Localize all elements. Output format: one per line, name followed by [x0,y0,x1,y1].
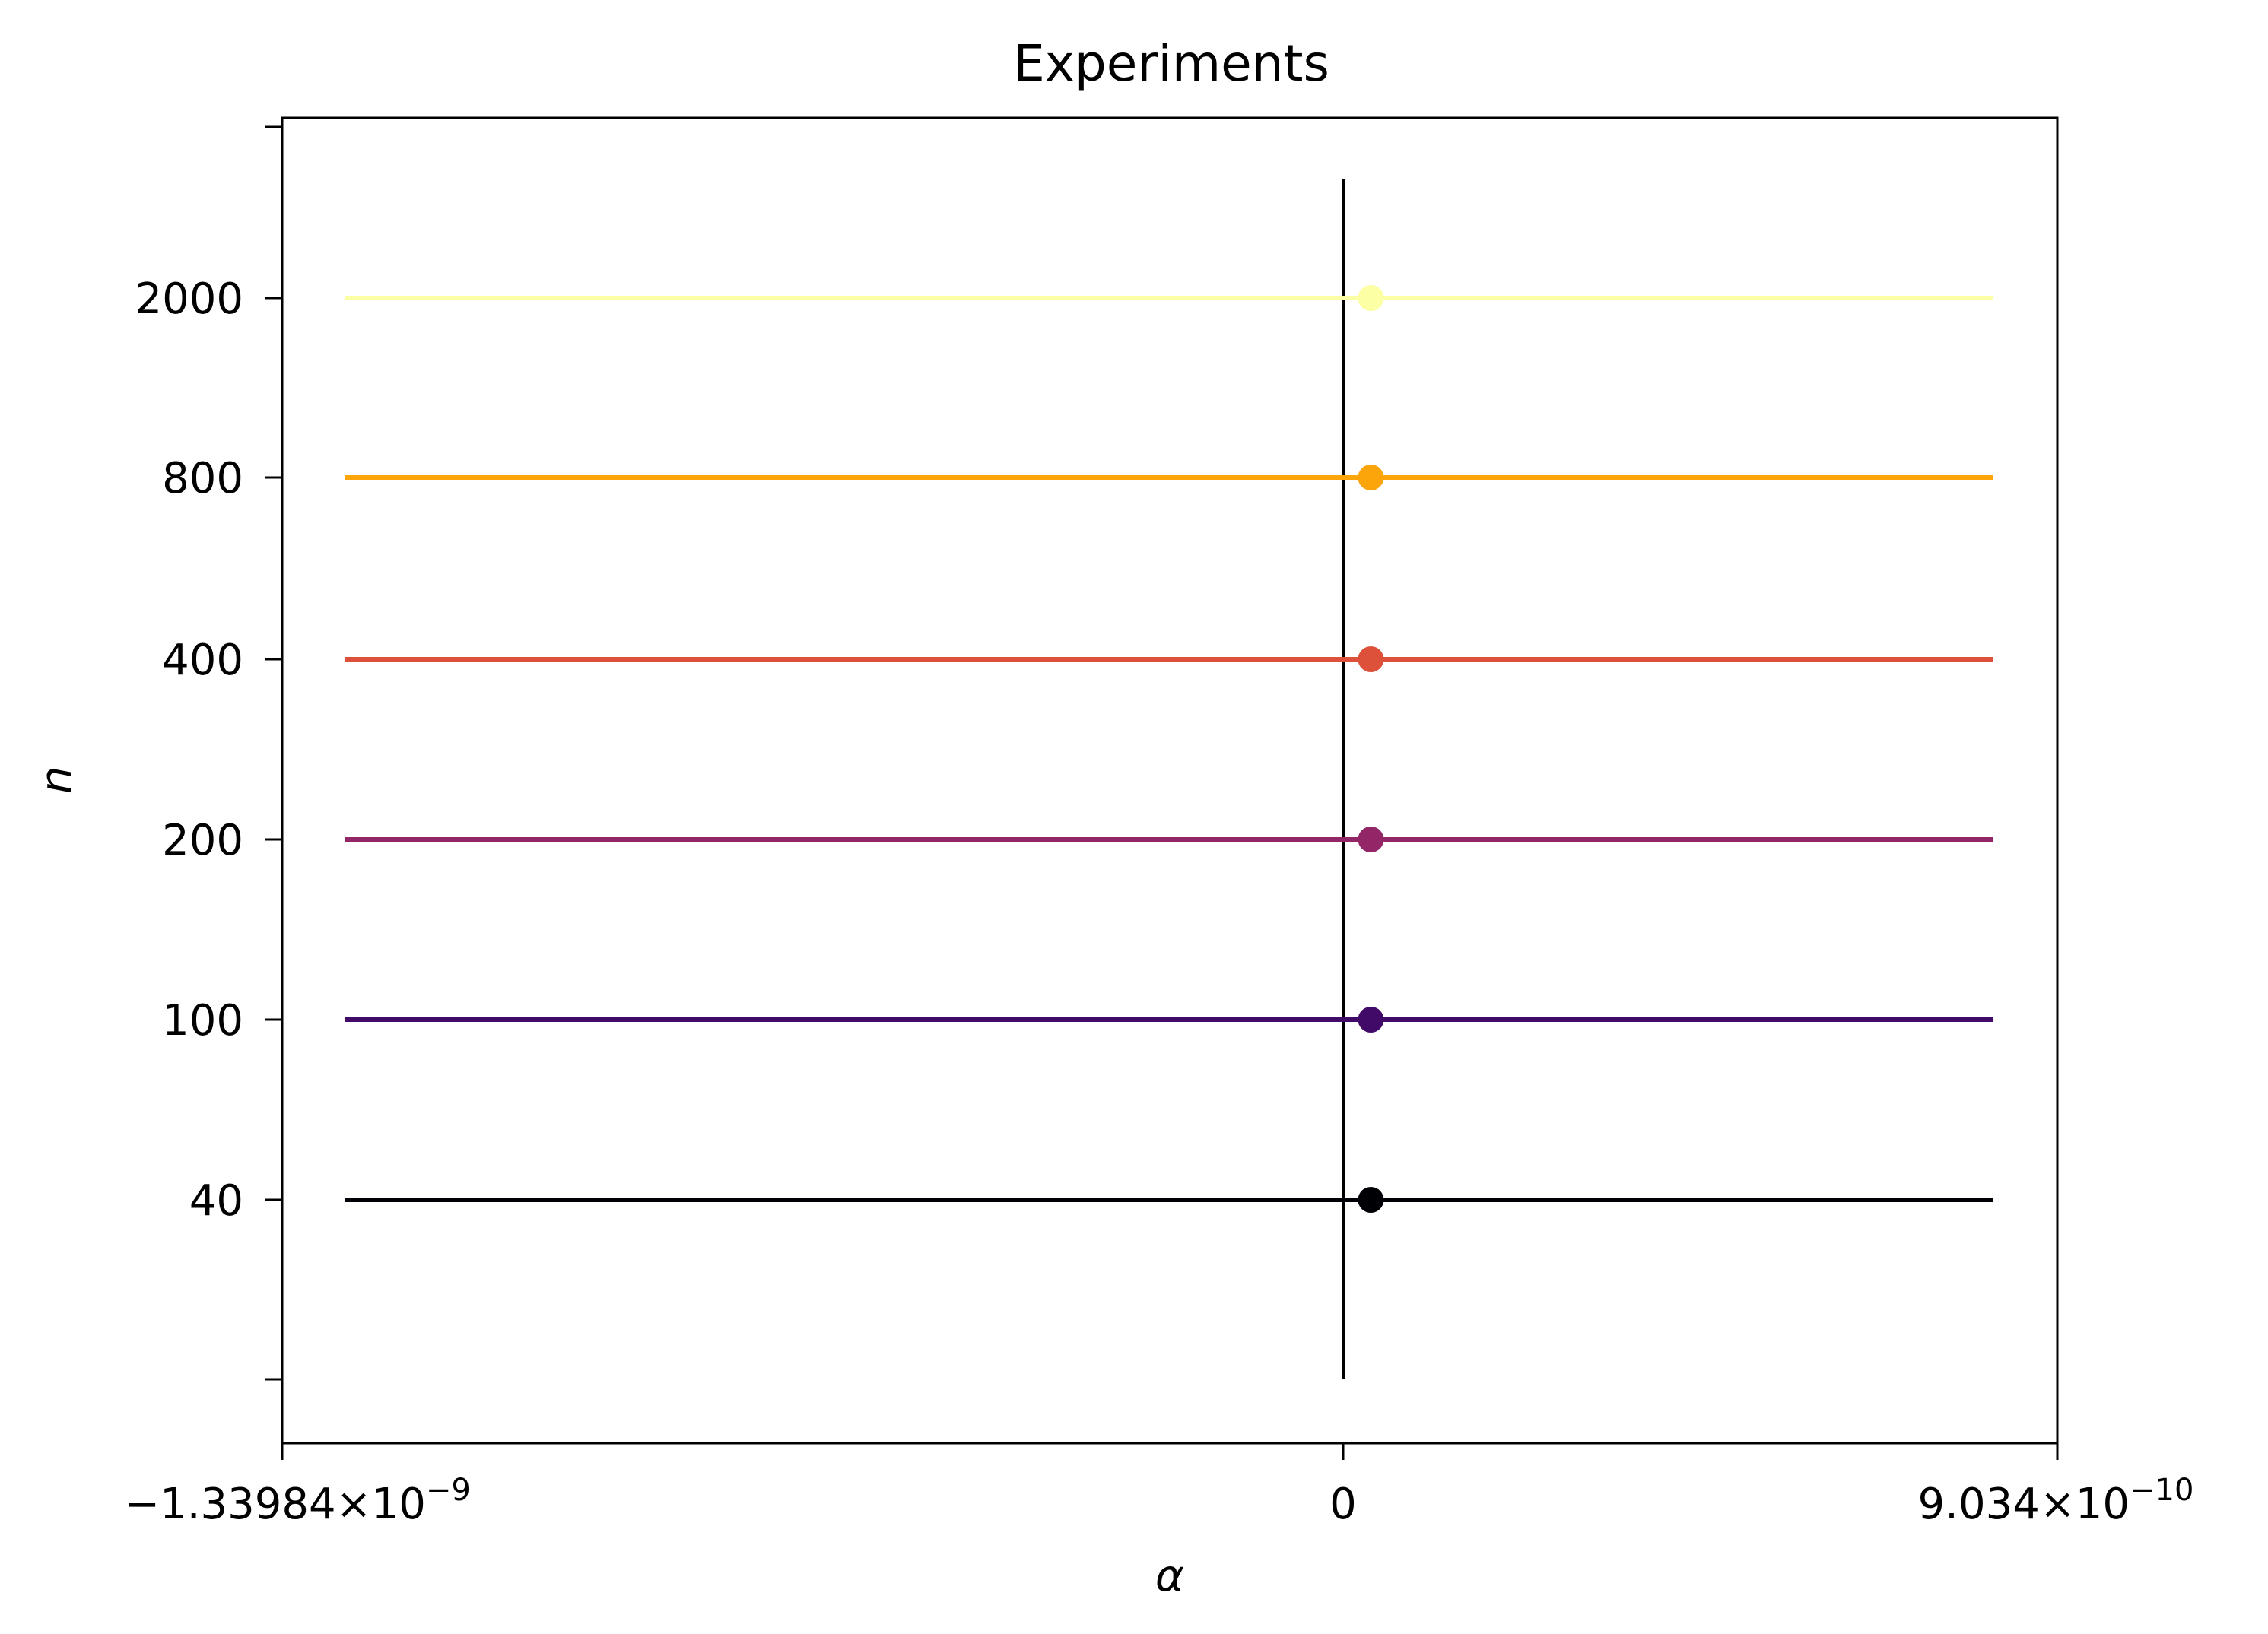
x-axis: −1.33984×10−9 0 9.034×10−10 [124,1443,2193,1529]
data-point-n-800 [1358,465,1384,490]
y-tick-label-2000: 2000 [135,274,243,324]
plot-area [281,116,2059,1445]
x-axis-label: α [1155,1550,1184,1601]
y-tick-label-800: 800 [162,454,243,503]
y-tick-label-200: 200 [162,816,243,865]
x-tick-label-1: −1.33984×10−9 [124,1473,471,1529]
y-tick-label-40: 40 [189,1176,243,1226]
series-layer [345,285,1993,1213]
data-point-n-200 [1358,827,1384,852]
data-point-n-40 [1358,1187,1384,1213]
y-axis: 2000 800 400 200 100 40 [135,125,282,1381]
x-tick-label-2: 0 [1329,1480,1357,1529]
y-tick-label-400: 400 [162,636,243,685]
y-axis-label: n [30,766,82,795]
data-point-n-100 [1358,1007,1384,1033]
y-tick-label-100: 100 [162,996,243,1045]
chart-title: Experiments [1013,34,1329,93]
data-point-n-2000 [1358,285,1384,311]
x-tick-label-3: 9.034×10−10 [1918,1473,2194,1529]
data-point-n-400 [1358,646,1384,672]
